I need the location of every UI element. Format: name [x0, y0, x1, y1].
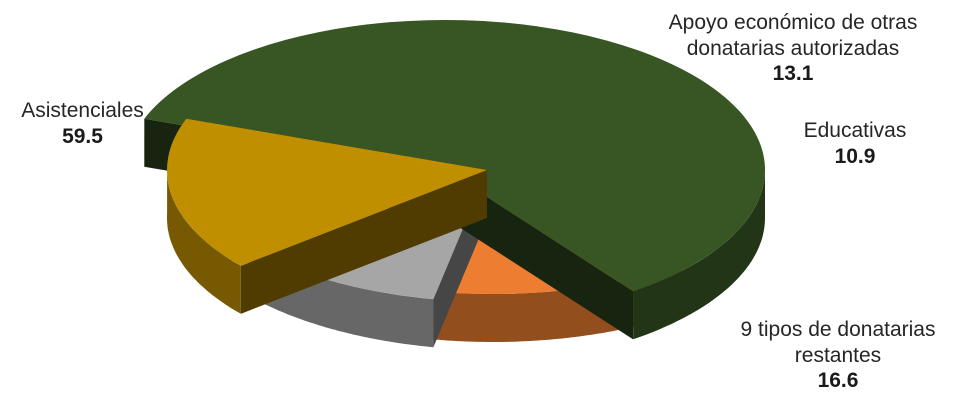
- slice-restantes: [167, 118, 488, 314]
- label-apoyo: Apoyo económico de otras donatarias auto…: [628, 10, 958, 87]
- slice-restantes-top: [167, 118, 487, 266]
- label-apoyo-line-1: Apoyo económico de otras: [668, 11, 918, 34]
- label-educativas-line-1: Educativas: [803, 119, 907, 142]
- slice-asistenciales-wall-2: [445, 170, 634, 340]
- slice-asistenciales-side-2: [633, 171, 765, 340]
- label-apoyo-line-2: donatarias autorizadas: [686, 36, 900, 60]
- label-restantes-line-2: restantes: [794, 343, 882, 367]
- slice-restantes-side-1: [167, 165, 241, 314]
- label-restantes: 9 tipos de donatarias restantes 16.6: [715, 317, 961, 394]
- label-educativas-value: 10.9: [834, 144, 876, 168]
- label-educativas: Educativas 10.9: [770, 118, 940, 169]
- label-restantes-line-1: 9 tipos de donatarias: [740, 318, 936, 341]
- label-restantes-value: 16.6: [817, 369, 859, 393]
- label-asistenciales-value: 59.5: [62, 124, 103, 148]
- slice-asistenciales-top: [144, 19, 766, 292]
- label-asistenciales-line-1: Asistenciales: [21, 99, 144, 122]
- label-apoyo-value: 13.1: [772, 62, 814, 86]
- label-asistenciales: Asistenciales 59.5: [0, 98, 165, 149]
